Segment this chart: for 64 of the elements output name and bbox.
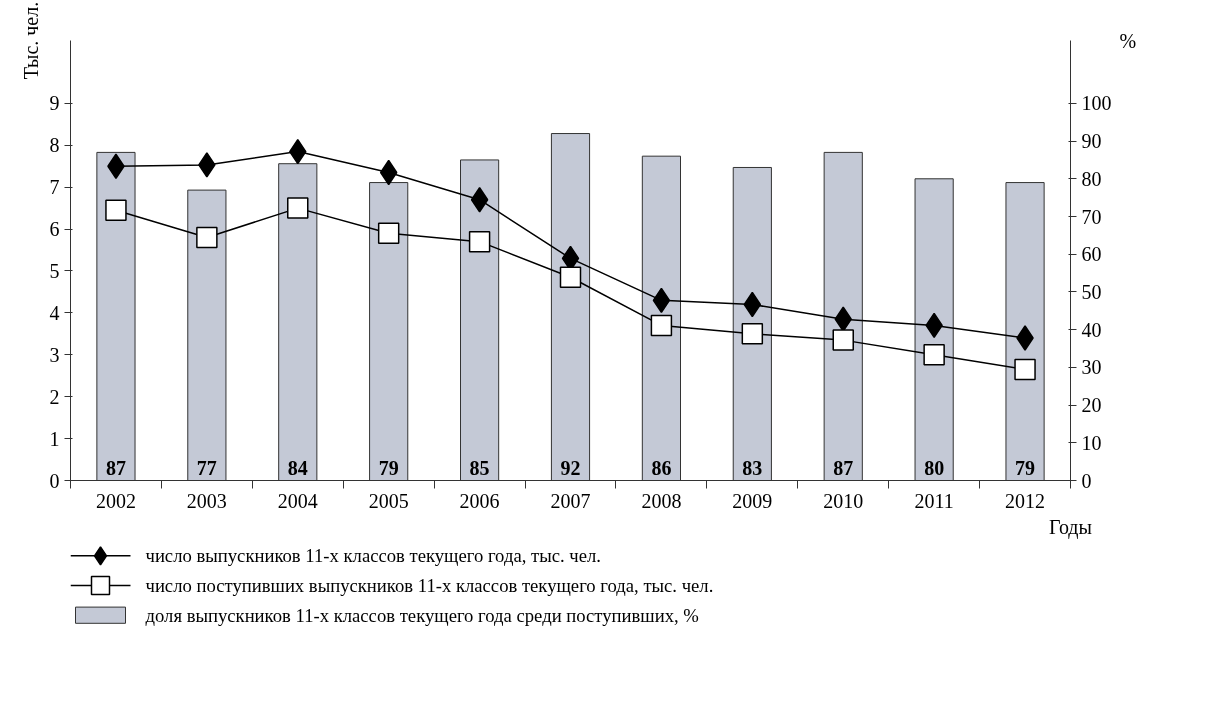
x-tick-label: 2010 xyxy=(823,489,864,512)
y-tick-label: 5 xyxy=(49,259,60,282)
data-label: 87 xyxy=(833,457,854,480)
x-axis-title: Годы xyxy=(1049,515,1092,539)
data-label: 79 xyxy=(1015,457,1036,480)
point xyxy=(832,329,854,351)
x-tick-label: 2007 xyxy=(550,489,591,512)
y2-tick-label: 40 xyxy=(1081,318,1102,341)
point xyxy=(923,344,945,366)
y2-tick-label: 20 xyxy=(1081,394,1102,417)
x-tick-label: 2011 xyxy=(914,489,954,512)
y-tick-label: 1 xyxy=(49,427,60,450)
x-tick-label: 2012 xyxy=(1005,489,1046,512)
y2-tick-label: 30 xyxy=(1081,356,1102,379)
y2-tick-label: 100 xyxy=(1081,92,1112,115)
legend-label: число поступивших выпускников 11-х классов текущего года, тыс. чел. xyxy=(145,575,714,596)
x-tick-label: 2009 xyxy=(732,489,773,512)
data-label: 83 xyxy=(742,457,763,480)
y2-tick-label: 90 xyxy=(1081,130,1102,153)
point xyxy=(470,186,489,213)
x-tick-label: 2004 xyxy=(277,489,318,512)
x-tick-label: 2005 xyxy=(368,489,409,512)
y-tick-label: 2 xyxy=(49,385,60,408)
point xyxy=(743,291,762,318)
point xyxy=(379,159,398,186)
y-tick-label: 8 xyxy=(49,134,60,157)
point xyxy=(377,222,400,245)
point xyxy=(105,199,127,221)
point xyxy=(287,197,309,219)
y-tick-label: 6 xyxy=(49,218,60,241)
data-label: 92 xyxy=(560,457,581,480)
point xyxy=(196,226,218,249)
point xyxy=(652,287,671,314)
y2-axis-title: % xyxy=(1119,29,1137,52)
y-tick-label: 7 xyxy=(49,176,60,199)
data-label: 80 xyxy=(924,457,945,480)
y2-tick-label: 60 xyxy=(1081,243,1102,266)
y2-tick-label: 80 xyxy=(1081,167,1102,190)
data-label: 86 xyxy=(651,457,672,480)
data-label: 85 xyxy=(469,457,490,480)
x-tick-label: 2002 xyxy=(95,489,136,512)
point xyxy=(1014,358,1036,381)
data-label: 84 xyxy=(287,457,308,480)
y-axis-title: Тыс. чел. xyxy=(19,1,42,80)
y2-tick-label: 50 xyxy=(1081,280,1102,303)
x-tick-label: 2008 xyxy=(641,489,682,512)
data-label: 87 xyxy=(105,457,126,480)
point xyxy=(559,266,582,289)
y-tick-label: 0 xyxy=(49,469,60,492)
y2-tick-label: 70 xyxy=(1081,205,1102,228)
y-tick-label: 3 xyxy=(49,343,60,366)
x-tick-label: 2003 xyxy=(186,489,227,512)
x-tick-label: 2006 xyxy=(459,489,500,512)
point xyxy=(650,314,673,337)
y-tick-label: 9 xyxy=(49,92,60,115)
legend-label: число выпускников 11-х классов текущего года, тыс. чел. xyxy=(145,545,601,567)
y-tick-label: 4 xyxy=(49,301,60,324)
data-label: 77 xyxy=(196,457,217,480)
legend-label: доля выпускников 11-х классов текущего года среди поступивших, % xyxy=(145,604,699,626)
point xyxy=(468,230,491,253)
point xyxy=(741,323,764,345)
data-label: 79 xyxy=(378,457,399,480)
y2-tick-label: 10 xyxy=(1081,431,1102,454)
y2-tick-label: 0 xyxy=(1081,469,1092,492)
